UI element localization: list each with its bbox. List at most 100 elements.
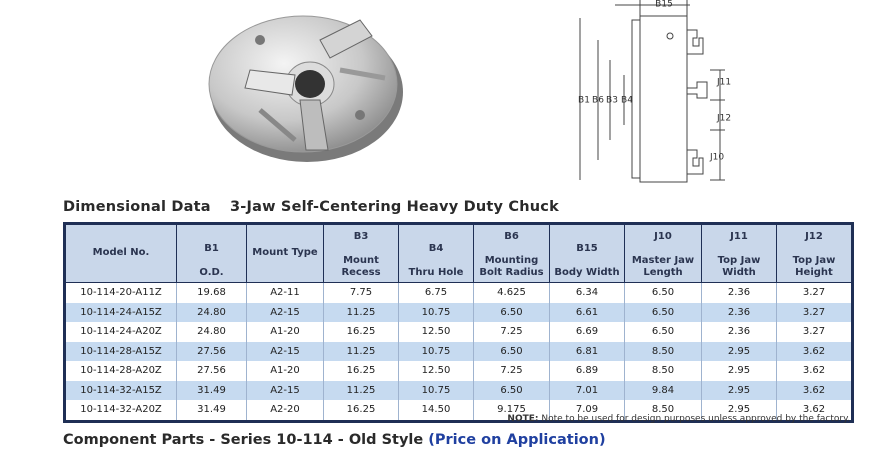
- table-cell: 2.36: [701, 302, 777, 322]
- dim-label: B3: [606, 96, 618, 106]
- table-cell: 10-114-32-A20Z: [64, 400, 177, 421]
- table-cell: 10.75: [398, 302, 474, 322]
- note: NOTE: Note to be used for design purpose…: [507, 414, 850, 424]
- table-row: 10-114-32-A20Z 31.49 A2-20 16.25 14.50 9.175 7…: [64, 400, 853, 421]
- table-cell: 7.01: [549, 380, 625, 400]
- header-code: J10: [654, 231, 672, 242]
- header-label: Master Jaw Length: [631, 255, 695, 278]
- table-cell: 8.50: [624, 361, 702, 381]
- table-cell: 10.75: [398, 341, 474, 361]
- table-cell: 10-114-20-A11Z: [64, 282, 177, 303]
- table-cell: A2-20: [246, 400, 324, 421]
- table-row: 10-114-24-A15Z 24.80 A2-15 11.25 10.75 6.50 6.…: [64, 302, 853, 322]
- dim-label: J12: [716, 114, 731, 124]
- table-cell: 6.50: [473, 341, 550, 361]
- table-cell: 7.75: [323, 282, 399, 303]
- table-cell: 6.50: [624, 302, 702, 322]
- table-cell: 24.80: [176, 302, 247, 322]
- table-cell: A2-11: [246, 282, 324, 303]
- header-label: Top Jaw Height: [792, 255, 836, 278]
- header-code: B4: [428, 243, 444, 254]
- header-code: B3: [353, 231, 369, 242]
- footer-title: Component Parts - Series 10-114 - Old St…: [63, 432, 606, 448]
- table-cell: 14.50: [398, 400, 474, 421]
- dim-label: J10: [709, 153, 724, 163]
- header-label: Model No.: [92, 247, 150, 258]
- table-cell: 10-114-24-A20Z: [64, 322, 177, 342]
- dim-label: B1: [578, 96, 590, 106]
- table-cell: 6.75: [398, 282, 474, 303]
- section-subtitle: 3-Jaw Self-Centering Heavy Duty Chuck: [230, 199, 559, 215]
- table-cell: 3.27: [776, 302, 853, 322]
- table-row: 10-114-20-A11Z 19.68 A2-11 7.75 6.75 4.625 6.3…: [64, 282, 853, 303]
- table-cell: 10-114-28-A20Z: [64, 361, 177, 381]
- table-cell: 3.62: [776, 380, 853, 400]
- price-link[interactable]: (Price on Application): [428, 432, 606, 448]
- header-code: B6: [504, 231, 519, 242]
- table-cell: A1-20: [246, 322, 324, 342]
- table-cell: 11.25: [323, 380, 399, 400]
- table-cell: 2.36: [701, 282, 777, 303]
- table-cell: A2-15: [246, 341, 324, 361]
- dim-label: B4: [621, 96, 633, 106]
- table-cell: 6.89: [549, 361, 625, 381]
- table-cell: 6.69: [549, 322, 625, 342]
- table-cell: 31.49: [176, 380, 247, 400]
- table-row: 10-114-24-A20Z 24.80 A1-20 16.25 12.50 7.25 6.…: [64, 322, 853, 342]
- table-cell: 3.27: [776, 322, 853, 342]
- table-cell: 6.34: [549, 282, 625, 303]
- header-label: O.D.: [199, 267, 224, 278]
- dimension-table: Model No. B1 O.D. Mount Type B3 Mount Recess B…: [63, 222, 854, 423]
- header-code: B15: [576, 243, 598, 254]
- table-cell: 3.62: [776, 341, 853, 361]
- chuck-photo: [208, 15, 403, 162]
- table-cell: 8.50: [624, 341, 702, 361]
- table-cell: 9.84: [624, 380, 702, 400]
- table-cell: 27.56: [176, 361, 247, 381]
- table-cell: 27.56: [176, 341, 247, 361]
- chuck-drawing: B15 B1 B6 B3 B4 J11 J12 J10: [578, 0, 731, 183]
- table-cell: 7.25: [473, 322, 550, 342]
- header-label: Mount Recess: [341, 255, 381, 278]
- table-cell: 12.50: [398, 322, 474, 342]
- header-cell: B1 O.D.: [176, 223, 247, 283]
- table-cell: 4.625: [473, 282, 550, 303]
- footer-text: Component Parts - Series 10-114 - Old St…: [63, 432, 424, 448]
- header-code: J11: [730, 231, 748, 242]
- table-cell: 10.75: [398, 380, 474, 400]
- table-cell: A2-15: [246, 302, 324, 322]
- header-label: Body Width: [554, 267, 620, 278]
- header-label: Mounting Bolt Radius: [479, 255, 544, 278]
- table-row: 10-114-28-A20Z 27.56 A1-20 16.25 12.50 7.25 6.…: [64, 361, 853, 381]
- table-cell: 31.49: [176, 400, 247, 421]
- table-cell: 6.50: [624, 282, 702, 303]
- table-cell: 2.95: [701, 361, 777, 381]
- header-label: Top Jaw Width: [717, 255, 761, 278]
- table-cell: 11.25: [323, 302, 399, 322]
- header-label: Mount Type: [252, 247, 318, 258]
- note-text: Note to be used for design purposes unle…: [541, 414, 850, 424]
- table-row: 10-114-28-A15Z 27.56 A2-15 11.25 10.75 6.50 6.…: [64, 341, 853, 361]
- table-cell: 24.80: [176, 322, 247, 342]
- header-cell: Mount Type: [246, 223, 324, 283]
- table-cell: 2.95: [701, 341, 777, 361]
- dim-label: B15: [655, 0, 673, 10]
- table-cell: 12.50: [398, 361, 474, 381]
- table-cell: 3.62: [776, 400, 853, 421]
- note-label: NOTE:: [507, 414, 539, 424]
- header-label: Thru Hole: [408, 267, 464, 278]
- table-cell: 16.25: [323, 361, 399, 381]
- header-cell: B15 Body Width: [549, 223, 625, 283]
- header-code: B1: [204, 243, 219, 254]
- table-cell: 19.68: [176, 282, 247, 303]
- header-cell: B4 Thru Hole: [398, 223, 474, 283]
- table-cell: 10-114-32-A15Z: [64, 380, 177, 400]
- table-cell: 3.62: [776, 361, 853, 381]
- header-cell: Model No.: [64, 223, 177, 283]
- dim-label: J11: [716, 78, 731, 88]
- table-cell: 6.61: [549, 302, 625, 322]
- header-cell: J11 Top Jaw Width: [701, 223, 777, 283]
- dim-label: B6: [592, 96, 604, 106]
- table-cell: 7.25: [473, 361, 550, 381]
- header-code: J12: [805, 231, 823, 242]
